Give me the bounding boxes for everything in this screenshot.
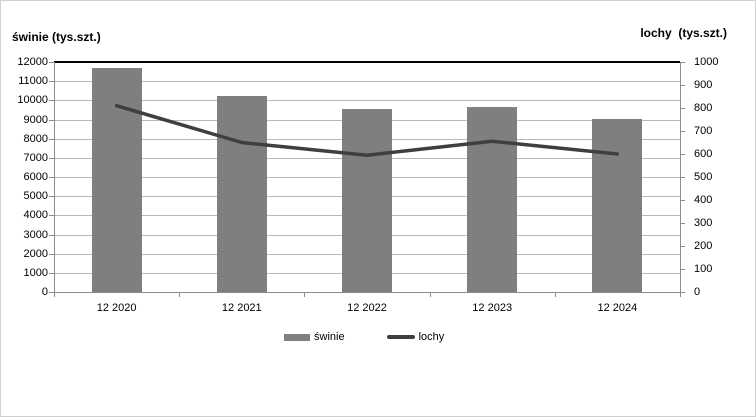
lochy-line (114, 103, 620, 157)
right-axis-tick-label: 300 (694, 217, 713, 229)
left-axis-tick (49, 272, 54, 274)
right-axis-line (680, 62, 681, 293)
left-axis-tick-label: 3000 (23, 228, 48, 241)
left-axis-tick (49, 81, 54, 83)
x-axis-tick (680, 292, 681, 297)
right-axis-tick (680, 200, 685, 201)
left-axis-tick-label: 10000 (17, 94, 48, 107)
right-axis-tick-label: 100 (694, 263, 713, 275)
left-axis-tick (49, 100, 54, 102)
right-axis-tick-label: 600 (694, 148, 713, 160)
left-axis-tick (49, 253, 54, 255)
bar-swinie (467, 106, 518, 292)
left-axis-tick-label: 7000 (23, 151, 48, 164)
x-axis-tick (429, 292, 431, 297)
gridline (54, 81, 680, 83)
right-axis-title: lochy (tys.szt.) (640, 26, 727, 40)
legend-label-lochy: lochy (418, 331, 445, 343)
left-axis-tick-label: 6000 (23, 171, 48, 183)
right-axis-tick (680, 154, 685, 155)
right-axis-tick-label: 0 (694, 286, 701, 298)
x-axis-label: 12 2024 (597, 302, 638, 314)
right-axis-tick (680, 269, 685, 270)
bar-swinie (592, 118, 643, 292)
right-axis-tick (680, 62, 685, 63)
legend-item-lochy: lochy (386, 331, 445, 343)
bar-swinie (216, 95, 267, 292)
legend-item-swinie: świnie (284, 331, 345, 343)
left-axis-tick (49, 234, 54, 236)
right-axis-tick (680, 292, 685, 293)
right-axis-tick (680, 246, 685, 247)
x-axis-label: 12 2020 (96, 302, 137, 314)
legend: świnie lochy (284, 331, 444, 343)
right-axis-tick-label: 500 (694, 171, 713, 183)
right-axis-tick-label: 800 (694, 102, 713, 114)
left-axis-tick-label: 9000 (23, 113, 48, 126)
left-axis-tick (49, 157, 54, 159)
left-axis-line (54, 62, 55, 292)
right-axis-tick-label: 200 (694, 240, 713, 252)
left-axis-tick (49, 119, 54, 121)
left-axis-title: świnie (tys.szt.) (12, 30, 101, 44)
left-axis-tick (49, 196, 54, 198)
legend-label-swinie: świnie (314, 331, 345, 343)
gridline (54, 100, 680, 102)
x-axis-tick (304, 292, 306, 297)
x-axis-tick (179, 292, 181, 297)
left-axis-tick-label: 2000 (23, 247, 48, 260)
left-axis-tick (49, 138, 54, 140)
x-axis-tick (54, 292, 55, 297)
x-axis-label: 12 2022 (347, 302, 387, 314)
right-axis-tick-label: 400 (694, 194, 713, 206)
left-axis-tick-label: 8000 (23, 132, 48, 145)
right-axis-tick-label: 900 (694, 79, 713, 91)
right-axis-tick-label: 700 (694, 125, 713, 137)
right-axis-tick (680, 85, 685, 86)
lochy-line-path (114, 103, 620, 157)
x-axis-label: 12 2023 (472, 302, 513, 314)
left-axis-tick-label: 5000 (23, 190, 48, 203)
left-axis-tick-label: 0 (41, 286, 48, 298)
left-axis-tick (49, 215, 54, 217)
right-axis-tick (680, 108, 685, 109)
left-axis-tick (49, 177, 54, 178)
right-axis-tick (680, 131, 685, 132)
bar-swinie (342, 108, 392, 292)
left-axis-tick (49, 292, 54, 293)
legend-swatch-swinie-bar (284, 333, 310, 341)
left-axis-tick-label: 12000 (17, 56, 48, 68)
left-axis-tick (49, 62, 54, 63)
right-axis-tick (680, 177, 685, 178)
left-axis-tick-label: 4000 (23, 209, 48, 222)
legend-swatch-lochy-line (386, 335, 415, 339)
left-axis-tick-label: 11000 (18, 75, 48, 88)
plot-top-border (54, 61, 680, 63)
x-axis-label: 12 2021 (221, 302, 262, 314)
right-axis-tick (680, 223, 685, 224)
right-axis-tick-label: 1000 (694, 56, 719, 68)
x-axis-line (54, 292, 680, 293)
left-axis-tick-label: 1000 (23, 266, 48, 279)
x-axis-tick (554, 292, 556, 297)
